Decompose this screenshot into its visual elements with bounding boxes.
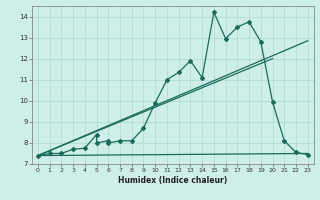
X-axis label: Humidex (Indice chaleur): Humidex (Indice chaleur) xyxy=(118,176,228,185)
